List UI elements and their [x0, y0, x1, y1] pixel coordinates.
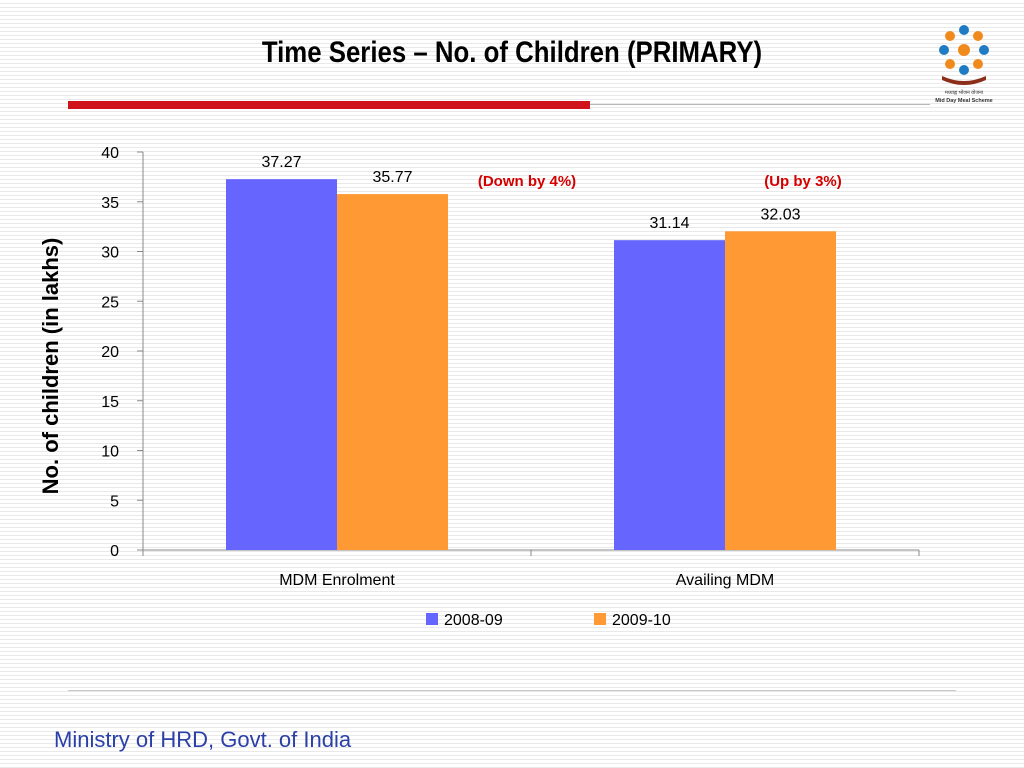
- title-underline-thin: [590, 104, 930, 105]
- category-label-1: Availing MDM: [676, 572, 774, 589]
- data-label-2009-10-1: 32.03: [760, 206, 800, 223]
- bar-2009-10-0: [337, 194, 448, 550]
- footer-text: Ministry of HRD, Govt. of India: [54, 727, 352, 752]
- y-axis-title: No. of children (in lakhs): [38, 238, 63, 495]
- title-underline-red: [68, 101, 590, 109]
- y-tick-label-35: 35: [101, 195, 119, 212]
- y-tick-label-40: 40: [101, 145, 119, 162]
- footer-divider: [68, 690, 956, 691]
- data-label-2009-10-0: 35.77: [372, 169, 412, 186]
- legend-label-2008-09: 2008-09: [444, 612, 503, 629]
- y-tick-label-0: 0: [110, 543, 119, 560]
- data-label-2008-09-1: 31.14: [649, 215, 689, 232]
- bar-2008-09-1: [614, 240, 725, 551]
- legend-swatch-2009-10: [594, 613, 606, 625]
- bar-chart: 0 5 10 15 20 25 30 35 40 37.27 35.77 MDM Enrolment 3…: [38, 145, 920, 629]
- slide-title: Time Series – No. of Children (PRIMARY): [261, 36, 763, 69]
- logo-emblem-icon: [939, 25, 989, 85]
- y-tick-label-30: 30: [101, 245, 119, 262]
- y-tick-label-20: 20: [101, 344, 119, 361]
- legend-swatch-2008-09: [426, 613, 438, 625]
- logo-caption-devanagari: मध्याह्न भोजन योजना: [945, 89, 984, 96]
- y-tick-label-10: 10: [101, 444, 119, 461]
- mid-day-meal-logo: मध्याह्न भोजन योजना Mid Day Meal Scheme: [935, 25, 993, 104]
- logo-caption: Mid Day Meal Scheme: [935, 98, 992, 104]
- annotation-1: (Up by 3%): [764, 173, 842, 190]
- category-label-0: MDM Enrolment: [279, 572, 395, 589]
- bar-2009-10-1: [725, 231, 836, 550]
- y-tick-label-15: 15: [101, 394, 119, 411]
- legend-label-2009-10: 2009-10: [612, 612, 671, 629]
- annotation-0: (Down by 4%): [478, 173, 576, 190]
- y-tick-label-5: 5: [110, 493, 119, 510]
- bar-2008-09-0: [226, 179, 337, 550]
- data-label-2008-09-0: 37.27: [261, 154, 301, 171]
- y-tick-label-25: 25: [101, 294, 119, 311]
